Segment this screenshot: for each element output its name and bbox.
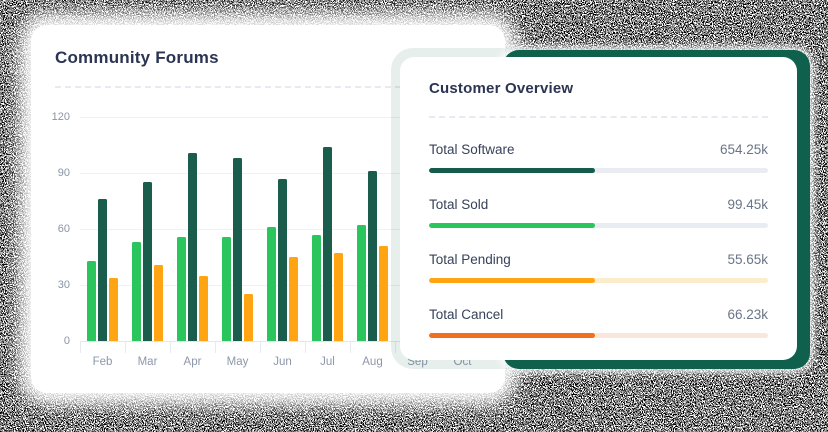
stat-rows: Total Software 654.25k Total Sold 99.45k Tot…	[429, 142, 768, 338]
bar-group-feb	[80, 117, 125, 341]
customer-overview-card: Customer Overview Total Software 654.25k T…	[400, 57, 797, 360]
y-tick-label: 60	[57, 223, 70, 235]
y-tick-label: 90	[57, 167, 70, 179]
stat-progress-fill-total-cancel	[429, 333, 596, 338]
bar-groups	[80, 117, 485, 341]
stat-row-total-software: Total Software 654.25k	[429, 142, 768, 173]
bar-dark-green-may	[233, 158, 242, 341]
x-axis-label-jul: Jul	[305, 342, 350, 369]
right-card-separator	[429, 116, 768, 118]
stat-label-total-software: Total Software	[429, 142, 515, 157]
bar-group-aug	[350, 117, 395, 341]
stat-progress-track-total-cancel	[429, 333, 768, 338]
bar-dark-green-mar	[143, 182, 152, 341]
stat-head-total-pending: Total Pending 55.65k	[429, 252, 768, 269]
stat-progress-track-total-pending	[429, 278, 768, 283]
bar-orange-feb	[109, 277, 118, 341]
stat-label-total-cancel: Total Cancel	[429, 307, 504, 322]
stat-row-total-cancel: Total Cancel 66.23k	[429, 307, 768, 338]
stat-progress-fill-total-pending	[429, 278, 596, 283]
bar-light-green-jun	[267, 227, 276, 341]
bar-dark-green-feb	[98, 199, 107, 341]
stat-progress-track-total-software	[429, 168, 768, 173]
stat-head-total-software: Total Software 654.25k	[429, 142, 768, 159]
bar-light-green-may	[222, 236, 231, 341]
bar-orange-jun	[289, 257, 298, 341]
x-axis-label-may: May	[215, 342, 260, 369]
stat-row-total-sold: Total Sold 99.45k	[429, 197, 768, 228]
bar-group-jul	[305, 117, 350, 341]
bar-orange-may	[244, 294, 253, 341]
bar-light-green-aug	[357, 225, 366, 341]
stat-value-total-sold: 99.45k	[727, 197, 768, 212]
right-card-title: Customer Overview	[429, 80, 574, 97]
bar-light-green-jul	[312, 234, 321, 341]
bar-group-may	[215, 117, 260, 341]
stat-head-total-sold: Total Sold 99.45k	[429, 197, 768, 214]
stat-row-total-pending: Total Pending 55.65k	[429, 252, 768, 283]
x-axis-label-feb: Feb	[80, 342, 125, 369]
bar-group-apr	[170, 117, 215, 341]
chart-plot-area: 120 90 60 30 0	[52, 111, 485, 347]
stat-head-total-cancel: Total Cancel 66.23k	[429, 307, 768, 324]
bar-dark-green-jun	[278, 178, 287, 341]
gridline-0: 0	[64, 335, 485, 347]
gridline-120: 120	[52, 111, 485, 123]
stat-value-total-cancel: 66.23k	[727, 307, 768, 322]
bar-orange-mar	[154, 264, 163, 341]
stat-value-total-software: 654.25k	[719, 142, 768, 157]
x-axis-label-apr: Apr	[170, 342, 215, 369]
stat-label-total-pending: Total Pending	[429, 252, 511, 267]
bar-dark-green-aug	[368, 171, 377, 341]
bar-group-mar	[125, 117, 170, 341]
bar-orange-jul	[334, 253, 343, 341]
y-tick-label: 30	[57, 279, 70, 291]
x-axis-label-mar: Mar	[125, 342, 170, 369]
bar-light-green-apr	[177, 236, 186, 341]
left-card-separator	[55, 86, 481, 88]
stat-progress-fill-total-software	[429, 168, 596, 173]
x-axis-label-jun: Jun	[260, 342, 305, 369]
bar-light-green-feb	[87, 260, 96, 341]
stat-progress-fill-total-sold	[429, 223, 596, 228]
gridline-90: 90	[58, 167, 485, 179]
stat-value-total-pending: 55.65k	[727, 252, 768, 267]
bar-orange-aug	[379, 245, 388, 341]
left-card-title: Community Forums	[55, 48, 219, 67]
bar-dark-green-apr	[188, 152, 197, 341]
bar-orange-apr	[199, 275, 208, 341]
x-axis-label-aug: Aug	[350, 342, 395, 369]
bar-group-jun	[260, 117, 305, 341]
y-tick-label: 120	[51, 111, 70, 123]
stat-label-total-sold: Total Sold	[429, 197, 489, 212]
bar-dark-green-jul	[323, 146, 332, 341]
bar-light-green-mar	[132, 242, 141, 341]
y-tick-label: 0	[63, 335, 70, 347]
stat-progress-track-total-sold	[429, 223, 768, 228]
